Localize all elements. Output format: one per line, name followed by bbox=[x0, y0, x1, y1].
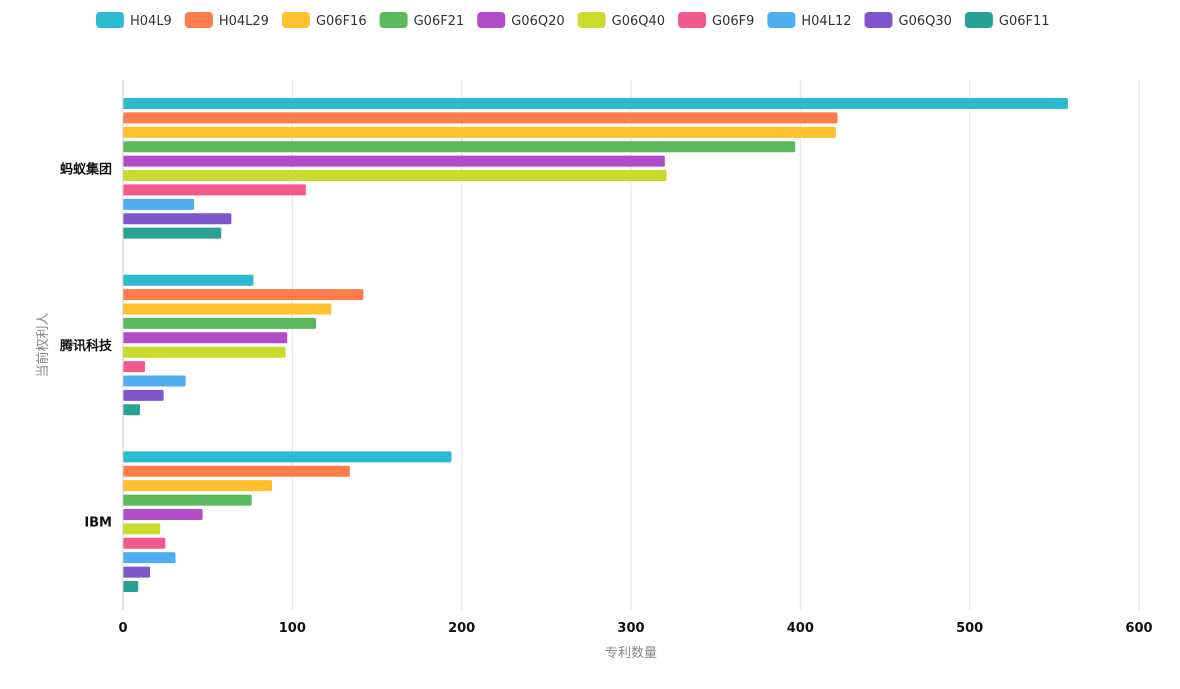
bar-g06f21-2[interactable] bbox=[123, 494, 252, 506]
bar-g06f11-2[interactable] bbox=[123, 580, 139, 592]
bar-h04l12-2[interactable] bbox=[123, 552, 176, 564]
bar-g06q40-2[interactable] bbox=[123, 523, 161, 535]
bar-g06f21-1[interactable] bbox=[123, 317, 317, 329]
bar-g06f16-0[interactable] bbox=[123, 126, 836, 138]
bar-h04l9-0[interactable] bbox=[123, 98, 1068, 110]
legend-swatch-g06f11[interactable] bbox=[964, 12, 993, 28]
bar-g06q40-0[interactable] bbox=[123, 170, 667, 182]
legend-swatch-g06q30[interactable] bbox=[864, 12, 893, 28]
bar-g06q30-0[interactable] bbox=[123, 213, 232, 225]
y-category-label: IBM bbox=[84, 516, 112, 531]
legend-swatch-h04l9[interactable] bbox=[96, 12, 124, 28]
bar-g06f16-1[interactable] bbox=[123, 303, 332, 315]
y-category-label: 腾讯科技 bbox=[59, 338, 113, 354]
bar-h04l29-2[interactable] bbox=[123, 465, 350, 477]
bar-h04l9-1[interactable] bbox=[123, 274, 254, 286]
legend-label-h04l12[interactable]: H04L12 bbox=[801, 14, 851, 29]
bar-g06f9-0[interactable] bbox=[123, 184, 306, 196]
bar-g06f11-1[interactable] bbox=[123, 404, 140, 416]
bars bbox=[123, 98, 1068, 592]
x-tick-label: 300 bbox=[617, 621, 644, 636]
legend-swatch-g06q40[interactable] bbox=[577, 12, 606, 28]
legend-swatch-g06f9[interactable] bbox=[678, 12, 707, 28]
legend-label-g06q40[interactable]: G06Q40 bbox=[612, 14, 665, 29]
bar-g06q40-1[interactable] bbox=[123, 346, 286, 358]
bar-g06f11-0[interactable] bbox=[123, 227, 222, 239]
bar-h04l12-0[interactable] bbox=[123, 198, 195, 210]
bar-h04l29-0[interactable] bbox=[123, 112, 838, 124]
legend-swatch-h04l29[interactable] bbox=[184, 12, 213, 28]
legend-label-g06f11[interactable]: G06F11 bbox=[999, 14, 1050, 29]
legend-label-g06f9[interactable]: G06F9 bbox=[712, 14, 754, 29]
legend-swatch-g06f21[interactable] bbox=[379, 12, 408, 28]
x-tick-label: 500 bbox=[956, 621, 983, 636]
y-axis-title: 当前权利人 bbox=[35, 312, 51, 377]
legend-label-g06f16[interactable]: G06F16 bbox=[316, 14, 367, 29]
x-tick-label: 0 bbox=[118, 621, 127, 636]
bar-g06q20-1[interactable] bbox=[123, 332, 288, 344]
legend-swatch-g06f16[interactable] bbox=[281, 12, 310, 28]
legend-label-g06q20[interactable]: G06Q20 bbox=[511, 14, 564, 29]
x-tick-label: 100 bbox=[279, 621, 306, 636]
x-tick-label: 200 bbox=[448, 621, 475, 636]
bar-h04l29-1[interactable] bbox=[123, 289, 364, 301]
legend-label-h04l9[interactable]: H04L9 bbox=[130, 14, 172, 29]
legend-label-g06q30[interactable]: G06Q30 bbox=[899, 14, 952, 29]
x-tick-label: 600 bbox=[1125, 621, 1152, 636]
bar-g06f21-0[interactable] bbox=[123, 141, 796, 153]
bar-g06q30-1[interactable] bbox=[123, 389, 164, 401]
y-category-label: 蚂蚁集团 bbox=[60, 161, 112, 177]
legend-swatch-h04l12[interactable] bbox=[767, 12, 796, 28]
bar-g06q20-2[interactable] bbox=[123, 508, 203, 520]
legend-label-h04l29[interactable]: H04L29 bbox=[219, 14, 269, 29]
bar-g06q30-2[interactable] bbox=[123, 566, 151, 578]
x-tick-label: 400 bbox=[787, 621, 814, 636]
bar-g06q20-0[interactable] bbox=[123, 155, 665, 167]
bar-h04l12-1[interactable] bbox=[123, 375, 186, 387]
grid bbox=[291, 80, 1140, 610]
bar-g06f9-1[interactable] bbox=[123, 361, 146, 373]
legend-label-g06f21[interactable]: G06F21 bbox=[414, 14, 465, 29]
bar-g06f9-2[interactable] bbox=[123, 537, 166, 549]
x-axis-title: 专利数量 bbox=[605, 646, 657, 661]
legend: H04L9 H04L29 G06F16 G06F21 G06Q20 G06Q40 G06F9… bbox=[96, 12, 1050, 29]
bar-g06f16-2[interactable] bbox=[123, 480, 273, 492]
bar-h04l9-2[interactable] bbox=[123, 451, 452, 463]
legend-swatch-g06q20[interactable] bbox=[477, 12, 506, 28]
